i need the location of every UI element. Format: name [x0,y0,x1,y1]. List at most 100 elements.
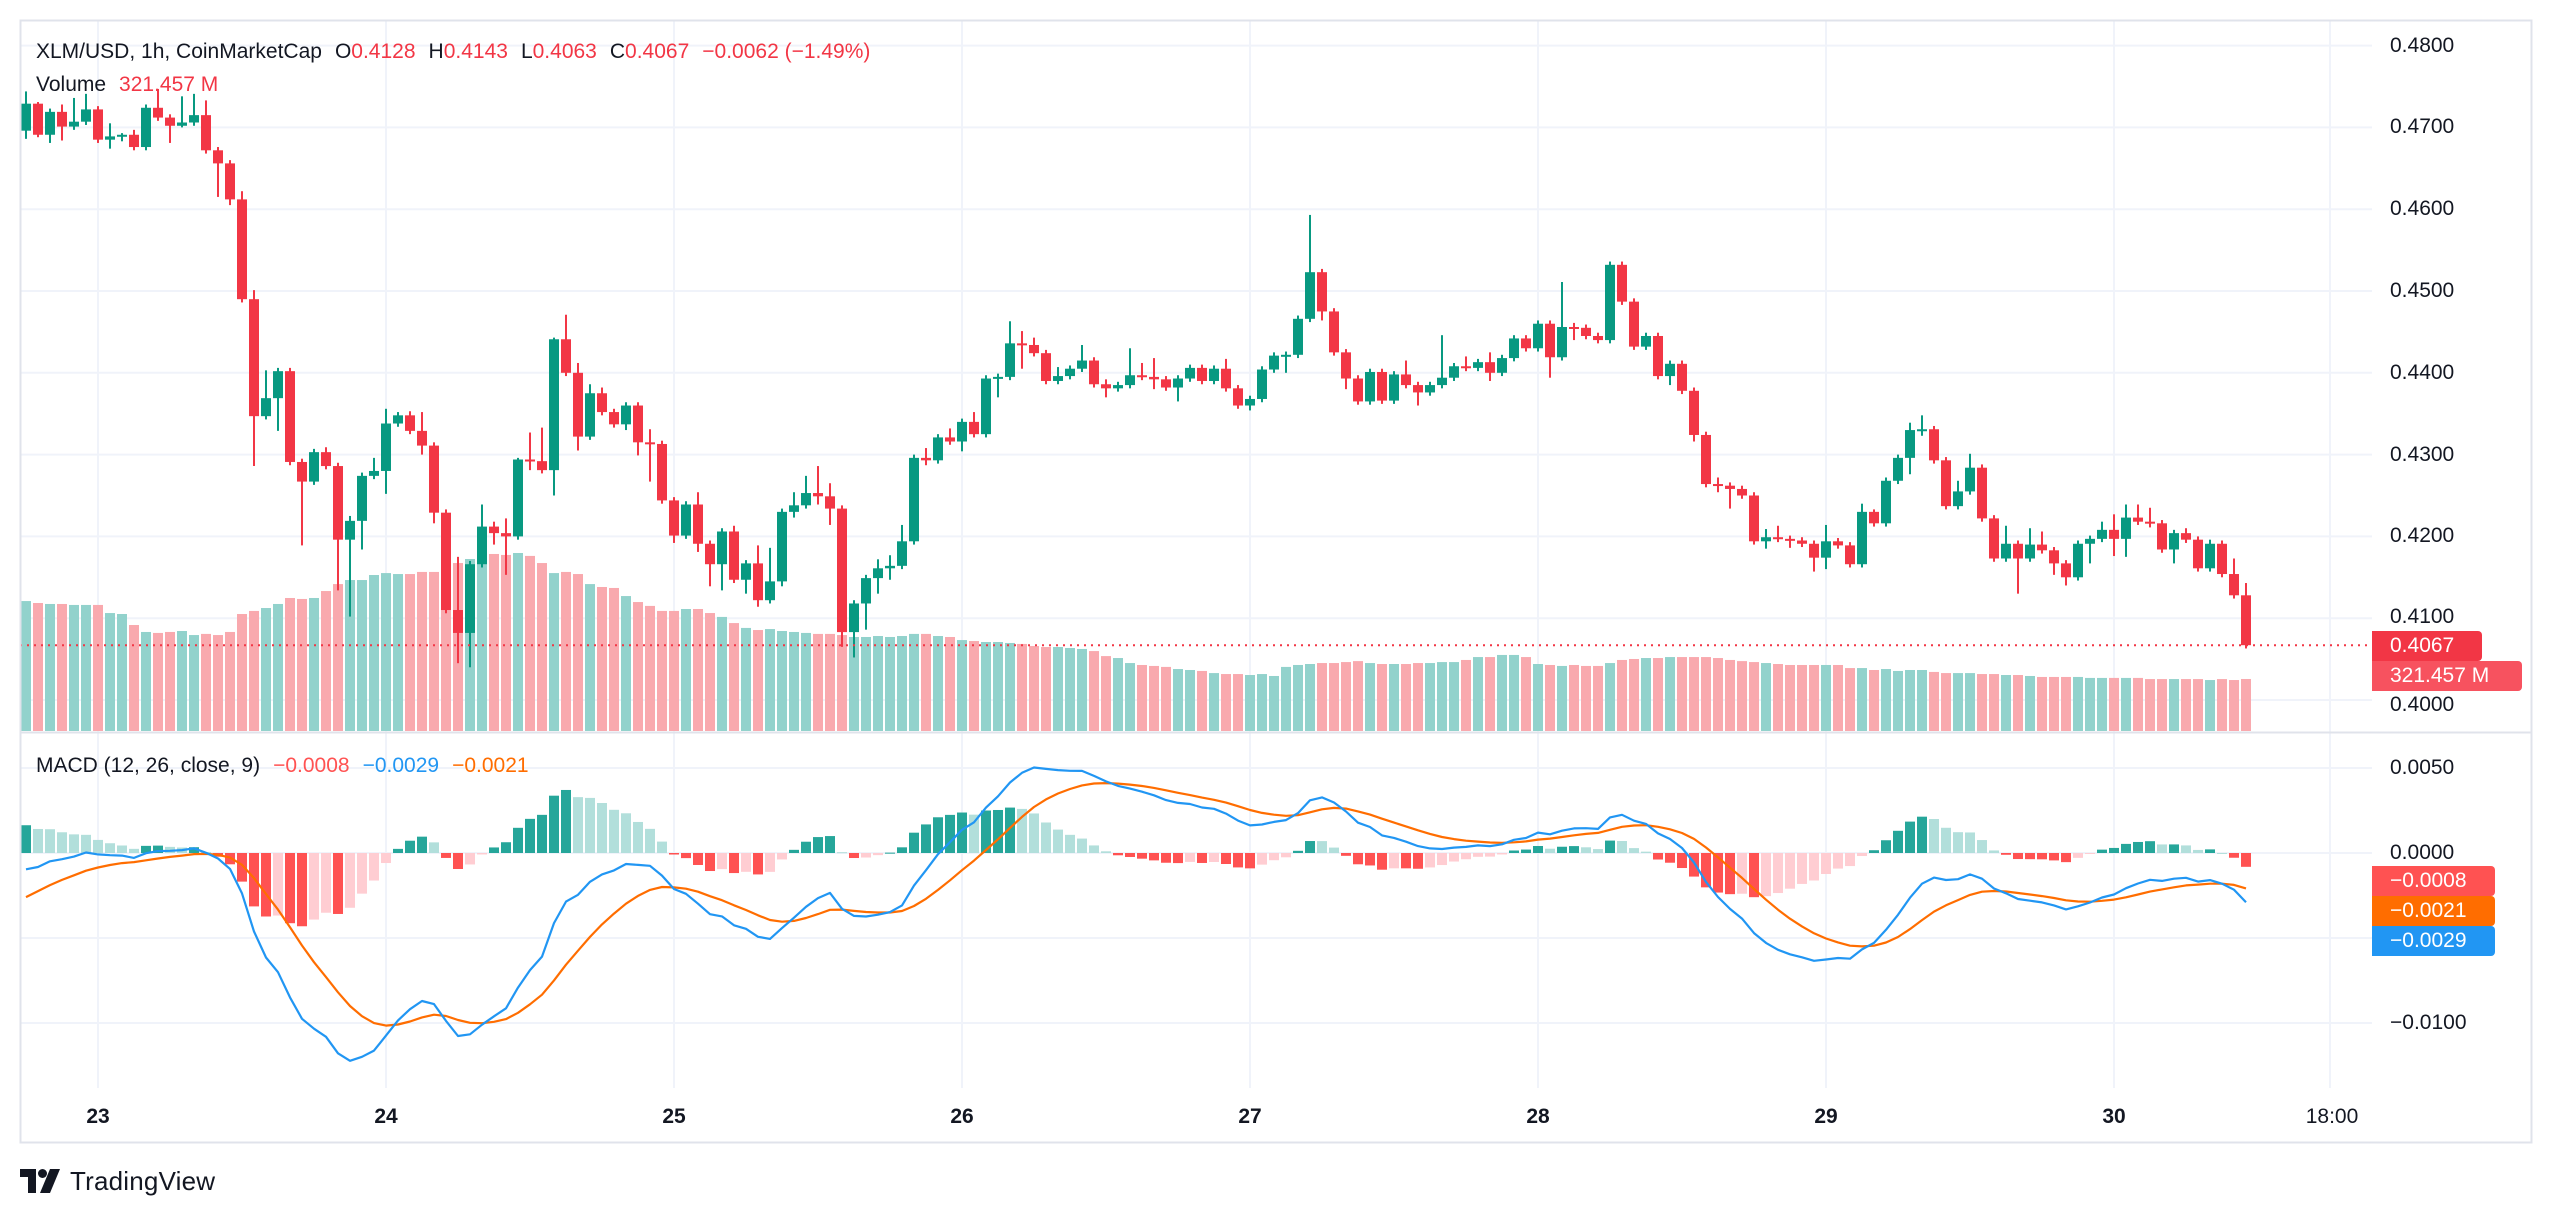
macd-histogram-bar [1401,853,1411,869]
candle [1449,362,1459,381]
candle-body [861,578,871,604]
candle-body [1989,518,1999,559]
candle [1293,315,1303,359]
macd-tick-label: 0.0000 [2390,841,2455,864]
volume-bar [105,613,115,731]
macd-histogram-bar [1209,853,1219,862]
volume-bar [789,631,799,731]
candle [513,457,523,540]
macd-histogram-bar [1809,853,1819,881]
volume-bar [1365,663,1375,731]
macd-histogram-bar [1473,853,1483,857]
macd-histogram-bar [285,853,295,924]
candle-body [825,496,835,509]
candle [333,462,343,591]
volume-value: 321.457 M [119,73,219,96]
macd-histogram-bar [1437,853,1447,866]
price-tick-label: 0.4800 [2390,33,2455,57]
candle-body [1917,429,1927,432]
candle-body [1401,374,1411,386]
macd-tick-label: 0.0050 [2390,756,2455,779]
volume-bar [45,603,55,731]
volume-bar [117,614,127,731]
volume-legend[interactable]: Volume 321.457 M [36,72,218,98]
volume-bar [945,636,955,731]
time-tick-label: 23 [86,1105,110,1128]
candle [1701,431,1711,488]
volume-bar [1245,675,1255,731]
candle-body [1077,360,1087,369]
candle [1425,381,1435,396]
volume-bar [573,574,583,731]
macd-histogram-bar [1485,853,1495,857]
volume-bar [405,574,415,731]
volume-bar [1125,663,1135,731]
volume-bar [1113,658,1123,731]
macd-histogram-bar [717,853,727,870]
candle [405,411,415,435]
candle [1221,358,1231,392]
candle [1905,422,1915,475]
macd-histogram-bar [1293,850,1303,853]
candle [345,515,355,617]
candle-body [1713,484,1723,487]
candle-body [765,581,775,601]
macd-histogram-bar [513,827,523,853]
candle [1269,352,1279,373]
candle-body [1089,360,1099,385]
volume-bar [645,605,655,731]
candle-body [1053,376,1063,381]
volume-bar [813,633,823,731]
candle-body [597,393,607,413]
candle [201,100,211,154]
macd-legend[interactable]: MACD (12, 26, close, 9) −0.0008 −0.0029 −0.… [36,753,529,779]
macd-histogram-bar [477,853,487,855]
candle-body [33,103,43,135]
volume-bar [2085,677,2095,731]
candle [1809,540,1819,572]
volume-bar [357,580,367,731]
candle [141,104,151,151]
candle-body [957,421,967,442]
macd-histogram-bar [2013,853,2023,860]
volume-bar [1953,673,1963,731]
macd-histogram-bar [1989,850,1999,853]
volume-bar [1569,664,1579,731]
volume-bar [2157,679,2167,731]
candle [717,528,727,591]
candle [849,600,859,658]
candle-body [285,371,295,462]
macd-histogram-bar [1065,834,1075,853]
candle [69,97,79,130]
macd-histogram-bar [1089,845,1099,853]
volume-bar [741,627,751,731]
symbol-legend[interactable]: XLM/USD, 1h, CoinMarketCap O0.4128 H0.4143… [36,39,870,65]
tradingview-branding[interactable]: TradingView [20,1164,215,1198]
candle-body [1017,343,1027,346]
macd-histogram-bar [2217,852,2227,854]
macd-histogram-bar [2121,843,2131,853]
macd-histogram-bar [1221,853,1231,864]
volume-bar [1161,666,1171,731]
macd-histogram-bar [1785,853,1795,889]
candle [1713,477,1723,493]
candle-body [513,459,523,537]
candle-body [801,493,811,506]
candle-body [21,103,31,131]
candle-body [1569,326,1579,329]
candle [1341,349,1351,390]
macd-histogram-bar [1581,847,1591,853]
macd-histogram-bar [1449,853,1459,862]
macd-histogram-bar [453,853,463,869]
volume-bar [693,608,703,731]
volume-bar [2037,676,2047,731]
candle [1845,542,1855,568]
candle [525,432,535,471]
volume-bar [57,603,67,731]
candle-body [1341,352,1351,379]
macd-histogram-bar [849,853,859,859]
macd-histogram-bar [489,847,499,853]
ohlc-close-value: 0.4067 [625,40,690,63]
volume-bar [1641,658,1651,731]
